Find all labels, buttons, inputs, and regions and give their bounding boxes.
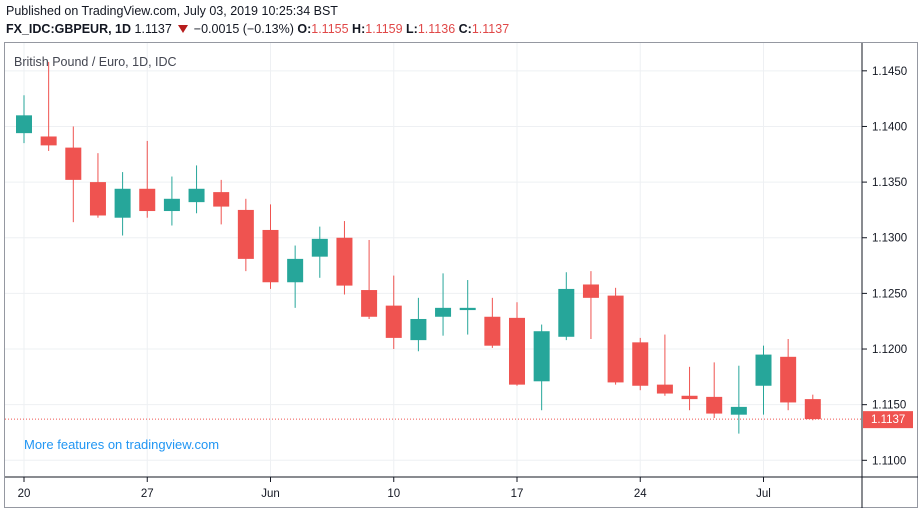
candle-body bbox=[311, 238, 328, 257]
x-tick-label: 20 bbox=[18, 488, 31, 500]
last-price-label: 1.1137 bbox=[871, 414, 905, 426]
candle-body bbox=[484, 316, 501, 346]
high-value: 1.1159 bbox=[365, 22, 403, 36]
grid-lines bbox=[5, 43, 862, 477]
low-label: L: bbox=[406, 22, 418, 36]
open-value: 1.1155 bbox=[311, 22, 349, 36]
candle-body bbox=[361, 290, 378, 317]
candle-body bbox=[65, 147, 82, 180]
candle-body bbox=[410, 318, 427, 341]
candle-body bbox=[607, 295, 624, 383]
x-tick-label: Jul bbox=[756, 488, 771, 500]
close-label: C: bbox=[458, 22, 472, 36]
chart-frame bbox=[4, 42, 918, 508]
down-arrow-icon bbox=[178, 25, 189, 33]
candle-body bbox=[582, 284, 599, 298]
y-tick-label: 1.1300 bbox=[872, 233, 907, 245]
candle-body bbox=[632, 342, 649, 386]
x-axis-labels: 20 27 Jun 10 17 24 Jul bbox=[18, 488, 771, 500]
candle-body bbox=[16, 115, 32, 134]
close-value: 1.1137 bbox=[471, 22, 510, 36]
y-tick-label: 1.1400 bbox=[872, 121, 907, 133]
candle-body bbox=[435, 307, 452, 317]
candle-body bbox=[681, 395, 698, 400]
last-price-marker: 1.1137 bbox=[5, 411, 913, 429]
high-label: H: bbox=[352, 22, 366, 36]
y-tick-label: 1.1350 bbox=[872, 177, 907, 189]
candle-body bbox=[533, 331, 550, 382]
x-tick-label: 24 bbox=[634, 488, 647, 500]
candle-body bbox=[139, 188, 156, 212]
candle-body bbox=[730, 406, 747, 415]
candle-body bbox=[385, 305, 402, 338]
candle-body bbox=[163, 198, 180, 212]
candle-body bbox=[656, 384, 673, 394]
candles bbox=[16, 61, 821, 434]
candle-body bbox=[237, 209, 254, 259]
x-tick-label: 27 bbox=[141, 488, 154, 500]
y-tick-label: 1.1450 bbox=[872, 66, 907, 78]
last-price: 1.1137 bbox=[134, 22, 172, 36]
candle-body bbox=[780, 356, 797, 403]
candle-body bbox=[89, 182, 106, 216]
candle-body bbox=[336, 237, 353, 286]
candle-body bbox=[509, 317, 525, 385]
axes bbox=[5, 43, 918, 508]
y-tick-label: 1.1150 bbox=[872, 400, 906, 412]
symbol-label: FX_IDC:GBPEUR, 1D bbox=[6, 22, 132, 36]
y-tick-label: 1.1100 bbox=[872, 455, 906, 467]
open-label: O: bbox=[297, 22, 312, 36]
published-line: Published on TradingView.com, July 03, 2… bbox=[6, 4, 338, 18]
y-tick-label: 1.1250 bbox=[872, 288, 907, 300]
quote-line: FX_IDC:GBPEUR, 1D 1.1137 −0.0015 (−0.13%… bbox=[6, 22, 509, 36]
candle-body bbox=[755, 354, 772, 386]
chart-title: British Pound / Euro, 1D, IDC bbox=[14, 55, 177, 69]
last-price-badge bbox=[863, 411, 913, 429]
candle-body bbox=[262, 229, 279, 283]
candle-body bbox=[114, 188, 131, 218]
candle-body bbox=[213, 192, 230, 207]
candle-body bbox=[804, 399, 821, 420]
low-value: 1.1136 bbox=[417, 22, 456, 36]
candle-body bbox=[706, 396, 723, 414]
promo-link[interactable]: More features on tradingview.com bbox=[24, 437, 220, 452]
x-tick-label: Jun bbox=[261, 488, 280, 500]
price-change: −0.0015 (−0.13%) bbox=[193, 22, 294, 36]
candle-body bbox=[558, 288, 575, 337]
y-tick-label: 1.1200 bbox=[872, 344, 907, 356]
x-tick-label: 10 bbox=[387, 488, 400, 500]
candle-body bbox=[287, 258, 304, 283]
candle-body bbox=[40, 136, 57, 146]
x-tick-label: 17 bbox=[511, 488, 524, 500]
candle-body bbox=[188, 188, 205, 203]
candle-body bbox=[459, 307, 476, 311]
y-axis-labels: 1.1100 1.1150 1.1200 1.1250 1.1300 1.1350 1.14… bbox=[872, 66, 907, 467]
